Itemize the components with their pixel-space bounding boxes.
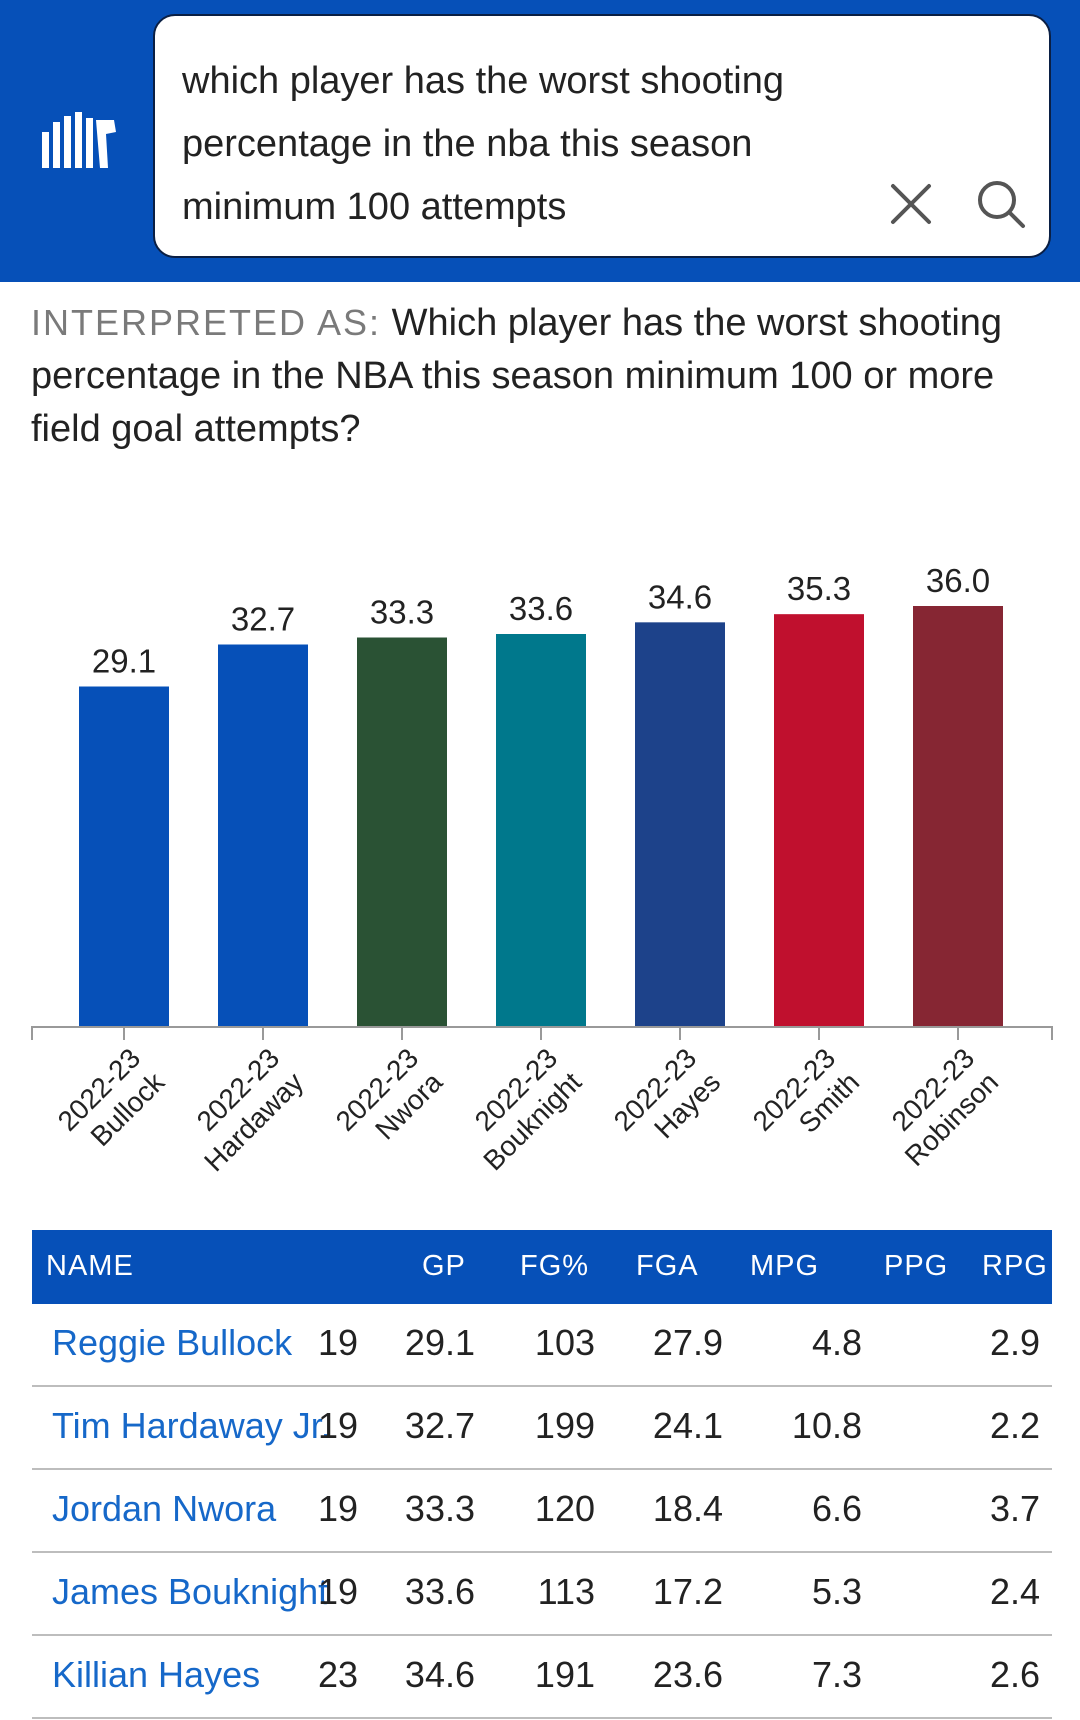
table-row: Reggie Bullock 19 29.1 103 27.9 4.8 2.9 (32, 1304, 1052, 1387)
search-input[interactable]: which player has the worst shooting perc… (182, 60, 784, 228)
table-body: Reggie Bullock 19 29.1 103 27.9 4.8 2.9 Tim Har… (32, 1304, 1052, 1719)
interpreted-text: Which player has the worst shooting perc… (31, 302, 1003, 450)
cell-ppg: 5.3 (811, 1571, 862, 1612)
bar-value-label: 29.1 (92, 643, 156, 680)
cell-rpg: 2.6 (989, 1654, 1040, 1695)
cell-fga: 120 (534, 1488, 595, 1529)
cell-ppg: 4.8 (811, 1322, 862, 1363)
interpreted-query: INTERPRETED AS: Which player has the wor… (31, 296, 1046, 456)
table-header: NAME GP FG% FGA MPG PPG RPG (32, 1230, 1052, 1304)
cell-ppg: 7.3 (811, 1654, 862, 1695)
header-mpg[interactable]: MPG (750, 1250, 820, 1282)
cell-mpg: 27.9 (652, 1322, 723, 1363)
bar-value-label: 34.6 (648, 578, 712, 615)
cell-ppg: 6.6 (811, 1488, 862, 1529)
chart-bar[interactable] (357, 637, 447, 1027)
bar-value-label: 36.0 (926, 562, 990, 599)
cell-fg-pct: 29.1 (404, 1322, 475, 1363)
header-ppg[interactable]: PPG (884, 1250, 949, 1282)
player-name-link[interactable]: James Bouknight (52, 1571, 329, 1612)
cell-fga: 199 (534, 1405, 595, 1446)
cell-fg-pct: 34.6 (404, 1654, 475, 1695)
cell-fga: 191 (534, 1654, 595, 1695)
statmuse-logo-icon[interactable] (36, 112, 126, 172)
close-icon[interactable] (883, 176, 939, 232)
header-fga[interactable]: FGA (636, 1250, 699, 1282)
stats-table: NAME GP FG% FGA MPG PPG RPG Reggie Bullo… (32, 1230, 1052, 1719)
cell-fg-pct: 33.6 (404, 1571, 475, 1612)
chart-bar[interactable] (79, 686, 169, 1027)
header-fg-pct[interactable]: FG% (520, 1250, 590, 1282)
bar-value-label: 33.6 (509, 590, 573, 627)
chart-bar[interactable] (218, 644, 308, 1027)
player-name-link[interactable]: Tim Hardaway Jr. (52, 1405, 331, 1446)
player-name-link[interactable]: Killian Hayes (52, 1654, 261, 1695)
cell-fg-pct: 33.3 (404, 1488, 475, 1529)
cell-mpg: 24.1 (652, 1405, 723, 1446)
table-row: Jordan Nwora 19 33.3 120 18.4 6.6 3.7 (32, 1470, 1052, 1553)
cell-gp: 23 (317, 1654, 358, 1695)
interpreted-label: INTERPRETED AS: (31, 302, 382, 343)
cell-gp: 19 (317, 1322, 358, 1363)
chart-bar[interactable] (774, 614, 864, 1026)
bar-value-label: 35.3 (787, 570, 851, 607)
chart-bar[interactable] (635, 622, 725, 1026)
cell-gp: 19 (317, 1405, 358, 1446)
cell-fga: 103 (534, 1322, 595, 1363)
header-gp[interactable]: GP (422, 1250, 466, 1282)
cell-rpg: 2.2 (989, 1405, 1040, 1446)
player-name-link[interactable]: Jordan Nwora (52, 1488, 277, 1529)
app-header: which player has the worst shooting perc… (0, 0, 1080, 282)
table-row: Tim Hardaway Jr. 19 32.7 199 24.1 10.8 2.2 (32, 1387, 1052, 1470)
chart-bar[interactable] (496, 634, 586, 1026)
search-icon[interactable] (973, 176, 1029, 232)
table-row: James Bouknight 19 33.6 113 17.2 5.3 2.4 (32, 1553, 1052, 1636)
bar-value-label: 32.7 (231, 601, 295, 638)
chart-bar[interactable] (913, 606, 1003, 1026)
header-name[interactable]: NAME (46, 1250, 134, 1282)
cell-ppg: 10.8 (791, 1405, 862, 1446)
player-name-link[interactable]: Reggie Bullock (52, 1322, 293, 1363)
cell-gp: 19 (317, 1571, 358, 1612)
cell-mpg: 18.4 (652, 1488, 723, 1529)
cell-fg-pct: 32.7 (404, 1405, 475, 1446)
bar-value-label: 33.3 (370, 594, 434, 631)
cell-mpg: 17.2 (652, 1571, 723, 1612)
cell-gp: 19 (317, 1488, 358, 1529)
cell-rpg: 2.4 (989, 1571, 1040, 1612)
cell-rpg: 2.9 (989, 1322, 1040, 1363)
cell-mpg: 23.6 (652, 1654, 723, 1695)
cell-fga: 113 (537, 1571, 595, 1612)
cell-rpg: 3.7 (989, 1488, 1040, 1529)
header-rpg[interactable]: RPG (982, 1250, 1048, 1282)
table-row: Killian Hayes 23 34.6 191 23.6 7.3 2.6 (32, 1636, 1052, 1719)
search-box[interactable]: which player has the worst shooting perc… (153, 14, 1051, 258)
